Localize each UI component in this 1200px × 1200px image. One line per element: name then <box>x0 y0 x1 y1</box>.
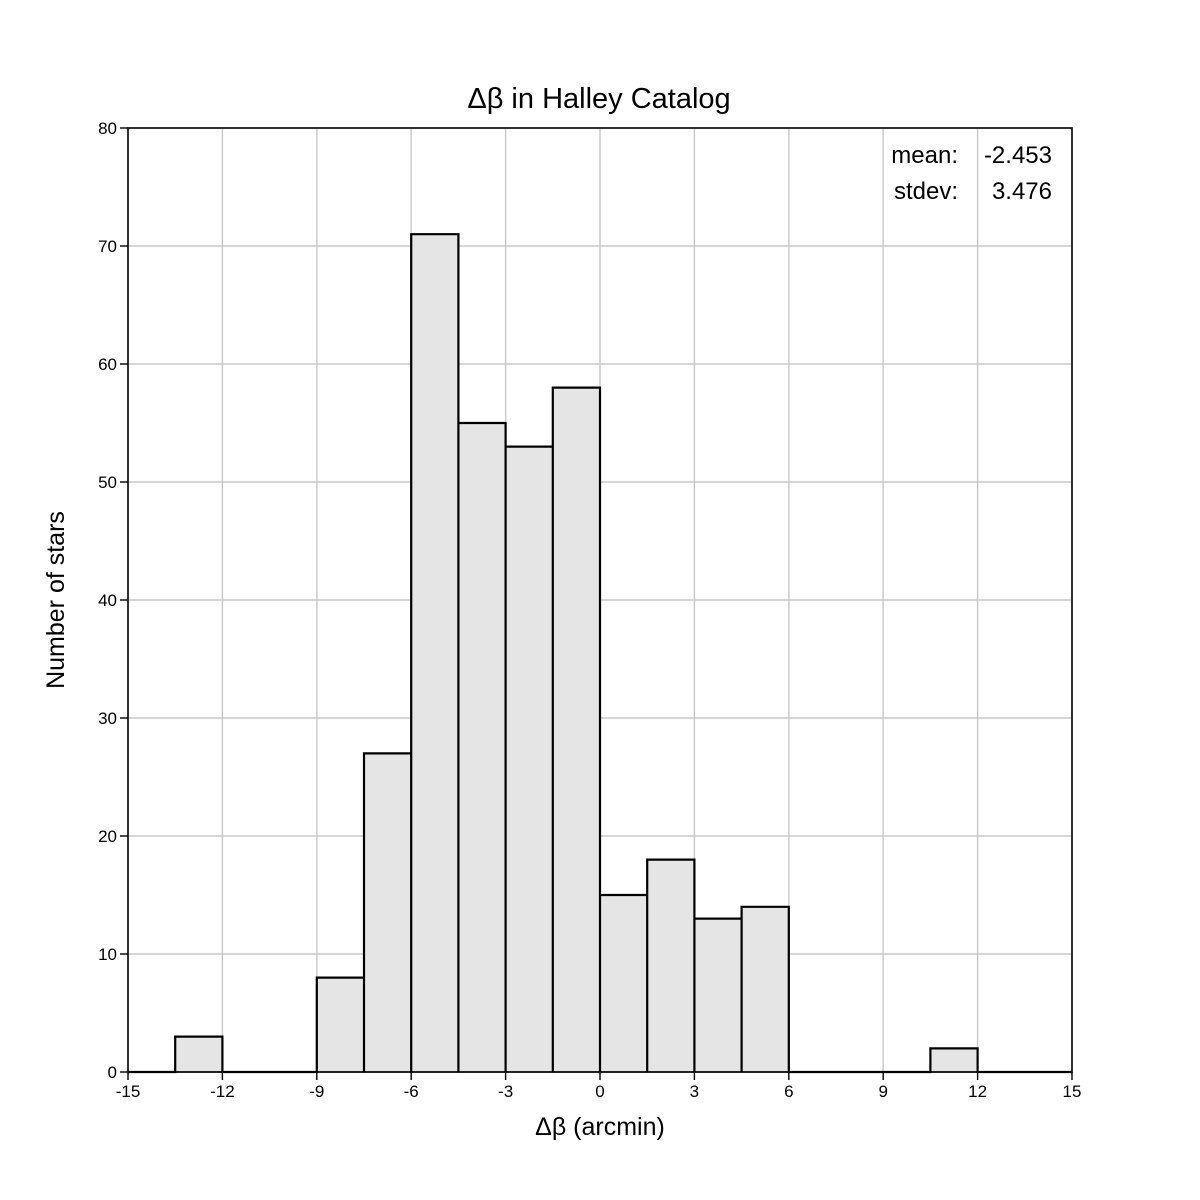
histogram-bar <box>551 386 601 1073</box>
histogram-bars <box>174 233 979 1073</box>
y-axis-label: Number of stars <box>42 511 70 689</box>
stdev-label: stdev: <box>894 178 958 205</box>
histogram-bar <box>929 1047 979 1073</box>
histogram-bar <box>457 422 507 1073</box>
histogram-bar <box>504 445 554 1073</box>
y-tick-label: 50 <box>98 473 117 492</box>
histogram-bar <box>315 976 365 1073</box>
histogram-bar <box>363 752 413 1073</box>
x-tick-label: -12 <box>210 1082 235 1101</box>
histogram-bar <box>646 858 696 1073</box>
axis-ticks: -15 -12 -9 -6 -3 0 3 6 9 12 15 0 10 20 30 40 50 60 70 80 <box>98 119 1081 1101</box>
x-tick-label: 3 <box>690 1082 699 1101</box>
x-tick-label: -9 <box>309 1082 324 1101</box>
x-tick-label: 0 <box>595 1082 604 1101</box>
x-tick-label: -3 <box>498 1082 513 1101</box>
chart-title: Δβ in Halley Catalog <box>467 83 730 115</box>
y-tick-label: 80 <box>98 119 117 138</box>
y-tick-label: 30 <box>98 709 117 728</box>
histogram-bar <box>410 233 460 1073</box>
y-tick-label: 0 <box>108 1063 117 1082</box>
histogram-bar <box>599 894 649 1073</box>
x-tick-label: 12 <box>968 1082 987 1101</box>
y-tick-label: 70 <box>98 237 117 256</box>
mean-value: -2.453 <box>984 142 1052 169</box>
x-tick-label: 9 <box>878 1082 887 1101</box>
y-tick-label: 10 <box>98 945 117 964</box>
x-tick-label: -15 <box>116 1082 141 1101</box>
x-tick-label: -6 <box>404 1082 419 1101</box>
mean-label: mean: <box>891 142 958 169</box>
y-tick-label: 60 <box>98 355 117 374</box>
x-axis-label: Δβ (arcmin) <box>535 1113 665 1141</box>
histogram-bar <box>740 905 790 1073</box>
x-tick-label: 15 <box>1063 1082 1082 1101</box>
y-tick-label: 40 <box>98 591 117 610</box>
stdev-value: 3.476 <box>992 178 1052 205</box>
histogram-bar <box>693 917 743 1073</box>
x-tick-label: 6 <box>784 1082 793 1101</box>
y-tick-label: 20 <box>98 827 117 846</box>
histogram-bar <box>174 1035 224 1073</box>
